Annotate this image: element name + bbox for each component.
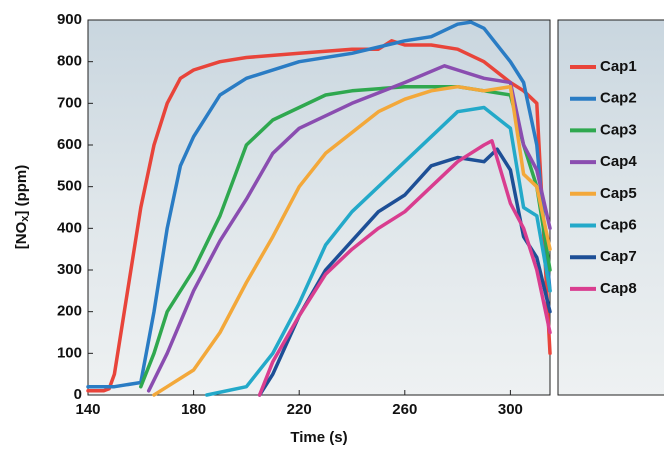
legend-label: Cap6 bbox=[600, 216, 637, 233]
legend-label: Cap1 bbox=[600, 58, 637, 75]
series-line bbox=[146, 64, 552, 393]
y-tick-label: 100 bbox=[57, 344, 82, 361]
y-tick-label: 200 bbox=[57, 303, 82, 320]
y-tick-label: 700 bbox=[57, 94, 82, 111]
y-label-sub: x bbox=[19, 215, 31, 222]
y-tick-label: 0 bbox=[74, 386, 82, 403]
series-line bbox=[86, 20, 552, 389]
y-tick-label: 400 bbox=[57, 219, 82, 236]
legend-box bbox=[557, 19, 664, 396]
y-axis-label: [NOx] (ppm) bbox=[13, 165, 31, 249]
x-axis-label: Time (s) bbox=[290, 429, 347, 446]
y-label-end: ] (ppm) bbox=[13, 165, 30, 216]
y-label-main: [NO bbox=[13, 221, 30, 249]
legend-label: Cap3 bbox=[600, 121, 637, 138]
x-tick-label: 180 bbox=[181, 401, 206, 418]
x-tick-label: 220 bbox=[287, 401, 312, 418]
series-line bbox=[86, 39, 552, 393]
legend-label: Cap5 bbox=[600, 185, 637, 202]
legend-label: Cap7 bbox=[600, 248, 637, 265]
plot-area bbox=[87, 19, 551, 396]
legend-label: Cap4 bbox=[600, 153, 637, 170]
x-tick-label: 140 bbox=[75, 401, 100, 418]
y-tick-label: 500 bbox=[57, 178, 82, 195]
series-line bbox=[257, 139, 552, 397]
legend-label: Cap2 bbox=[600, 90, 637, 107]
y-tick-label: 800 bbox=[57, 53, 82, 70]
x-tick-label: 300 bbox=[498, 401, 523, 418]
x-tick-label: 260 bbox=[392, 401, 417, 418]
series-line bbox=[205, 105, 552, 397]
legend-label: Cap8 bbox=[600, 280, 637, 297]
series-line bbox=[152, 84, 552, 397]
y-tick-label: 300 bbox=[57, 261, 82, 278]
y-tick-label: 600 bbox=[57, 136, 82, 153]
y-tick-label: 900 bbox=[57, 11, 82, 28]
